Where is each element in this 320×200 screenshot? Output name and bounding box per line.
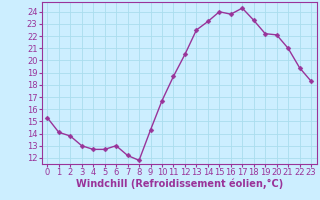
X-axis label: Windchill (Refroidissement éolien,°C): Windchill (Refroidissement éolien,°C) <box>76 179 283 189</box>
